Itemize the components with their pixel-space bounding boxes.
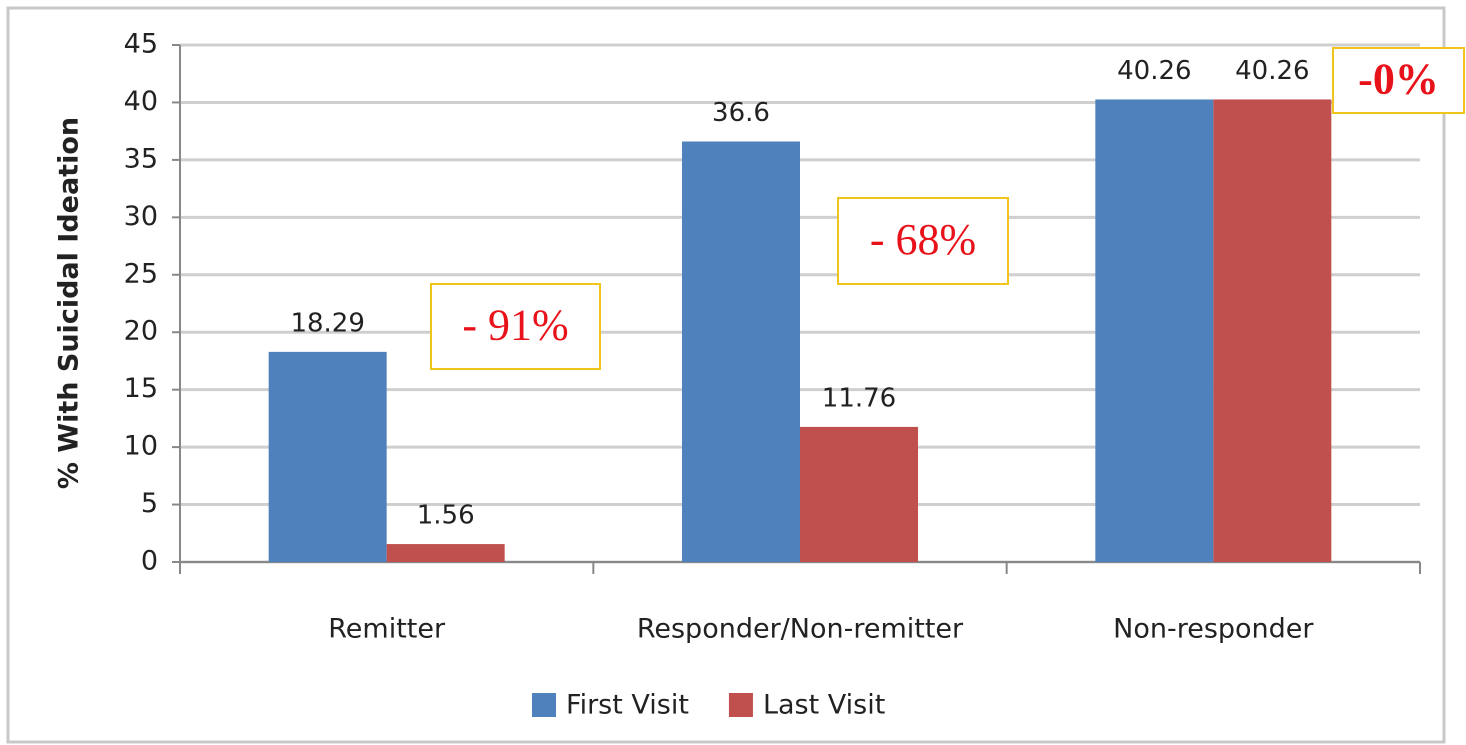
- data-label: 36.6: [712, 98, 770, 128]
- bar: [682, 141, 800, 563]
- bar: [386, 544, 505, 562]
- data-label: 11.76: [822, 383, 896, 413]
- y-axis-title: % With Suicidal Ideation: [54, 117, 85, 489]
- y-tick-label: 10: [124, 431, 158, 462]
- y-tick-label: 20: [124, 316, 158, 347]
- y-tick-label: 35: [124, 143, 158, 174]
- y-tick-label: 25: [124, 258, 158, 289]
- bar: [1213, 99, 1332, 562]
- y-tick-label: 5: [141, 488, 158, 519]
- annotation-box: [837, 197, 1009, 285]
- annotation-box: [430, 283, 601, 370]
- y-tick-label: 45: [124, 29, 158, 60]
- annotation: -0%: [1358, 55, 1439, 104]
- y-tick-label: 40: [124, 86, 158, 117]
- annotation: - 68%: [870, 215, 976, 264]
- legend-swatch: [532, 693, 556, 717]
- x-tick-label: Responder/Non-remitter: [637, 614, 964, 645]
- data-label: 40.26: [1235, 56, 1309, 86]
- data-label: 18.29: [290, 308, 364, 338]
- legend-label: First Visit: [566, 690, 689, 721]
- annotation: - 91%: [462, 301, 568, 350]
- bar: [800, 426, 918, 562]
- x-tick-label: Non-responder: [1113, 614, 1314, 645]
- data-label: 1.56: [417, 501, 475, 531]
- bar: [268, 351, 387, 562]
- x-tick-label: Remitter: [328, 614, 446, 645]
- y-tick-label: 30: [124, 201, 158, 232]
- annotation-box: [1332, 47, 1465, 114]
- chart-frame: [6, 6, 1446, 744]
- data-label: 40.26: [1117, 56, 1191, 86]
- bar: [1095, 99, 1214, 562]
- legend-label: Last Visit: [763, 690, 885, 721]
- y-tick-label: 15: [124, 373, 158, 404]
- legend-swatch: [728, 693, 753, 717]
- y-tick-label: 0: [141, 546, 158, 577]
